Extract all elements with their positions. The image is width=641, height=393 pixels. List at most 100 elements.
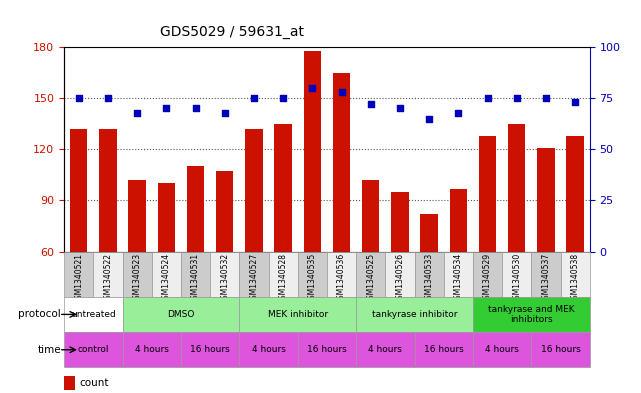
Point xyxy=(541,95,551,101)
Bar xyxy=(356,297,473,332)
Point xyxy=(161,105,171,112)
Bar xyxy=(567,136,584,252)
Text: time: time xyxy=(37,345,61,355)
Point xyxy=(483,95,493,101)
Bar xyxy=(64,252,94,297)
Text: 4 hours: 4 hours xyxy=(485,345,519,354)
Bar xyxy=(537,148,554,252)
Text: 16 hours: 16 hours xyxy=(424,345,463,354)
Bar xyxy=(64,376,74,390)
Text: GSM1340532: GSM1340532 xyxy=(221,253,229,304)
Point xyxy=(395,105,405,112)
Bar xyxy=(508,124,526,252)
Bar xyxy=(152,252,181,297)
Bar xyxy=(560,252,590,297)
Bar xyxy=(449,189,467,252)
Point xyxy=(190,105,201,112)
Text: GSM1340527: GSM1340527 xyxy=(249,253,258,304)
Bar xyxy=(64,332,122,367)
Bar xyxy=(415,252,444,297)
Text: GSM1340534: GSM1340534 xyxy=(454,253,463,304)
Text: DMSO: DMSO xyxy=(167,310,195,319)
Bar xyxy=(70,129,87,252)
Point xyxy=(249,95,259,101)
Point xyxy=(512,95,522,101)
Bar xyxy=(391,192,409,252)
Text: GSM1340535: GSM1340535 xyxy=(308,253,317,304)
Text: GSM1340522: GSM1340522 xyxy=(103,253,112,304)
Bar xyxy=(128,180,146,252)
Text: protocol: protocol xyxy=(18,309,61,320)
Bar xyxy=(502,252,531,297)
Text: GSM1340526: GSM1340526 xyxy=(395,253,404,304)
Bar xyxy=(385,252,415,297)
Bar xyxy=(274,124,292,252)
Text: GSM1340521: GSM1340521 xyxy=(74,253,83,304)
Bar xyxy=(473,332,531,367)
Bar xyxy=(297,332,356,367)
Text: GSM1340523: GSM1340523 xyxy=(133,253,142,304)
Bar xyxy=(122,252,152,297)
Bar xyxy=(473,297,590,332)
Bar xyxy=(420,214,438,252)
Bar xyxy=(356,252,385,297)
Bar xyxy=(122,332,181,367)
Text: GSM1340536: GSM1340536 xyxy=(337,253,346,304)
Text: 16 hours: 16 hours xyxy=(190,345,230,354)
Bar xyxy=(531,332,590,367)
Bar xyxy=(99,129,117,252)
Text: tankyrase and MEK
inhibitors: tankyrase and MEK inhibitors xyxy=(488,305,574,324)
Text: count: count xyxy=(80,378,110,388)
Bar xyxy=(181,252,210,297)
Bar xyxy=(239,252,269,297)
Text: GDS5029 / 59631_at: GDS5029 / 59631_at xyxy=(160,25,304,39)
Point xyxy=(278,95,288,101)
Text: 4 hours: 4 hours xyxy=(369,345,403,354)
Text: 4 hours: 4 hours xyxy=(251,345,285,354)
Text: 16 hours: 16 hours xyxy=(307,345,347,354)
Text: MEK inhibitor: MEK inhibitor xyxy=(268,310,328,319)
Text: GSM1340538: GSM1340538 xyxy=(570,253,579,304)
Bar xyxy=(239,297,356,332)
Point xyxy=(424,116,434,122)
Point xyxy=(307,85,317,91)
Text: GSM1340524: GSM1340524 xyxy=(162,253,171,304)
Bar xyxy=(333,73,350,252)
Text: GSM1340525: GSM1340525 xyxy=(366,253,375,304)
Text: GSM1340529: GSM1340529 xyxy=(483,253,492,304)
Bar xyxy=(415,332,473,367)
Text: GSM1340531: GSM1340531 xyxy=(191,253,200,304)
Bar xyxy=(64,297,122,332)
Point xyxy=(337,89,347,95)
Text: GSM1340530: GSM1340530 xyxy=(512,253,521,304)
Text: control: control xyxy=(78,345,109,354)
Text: tankyrase inhibitor: tankyrase inhibitor xyxy=(372,310,457,319)
Bar xyxy=(187,166,204,252)
Bar xyxy=(356,332,415,367)
Point xyxy=(365,101,376,108)
Bar xyxy=(362,180,379,252)
Point xyxy=(453,109,463,116)
Bar xyxy=(444,252,473,297)
Bar xyxy=(216,171,233,252)
Point xyxy=(132,109,142,116)
Bar xyxy=(239,332,297,367)
Text: untreated: untreated xyxy=(71,310,115,319)
Bar xyxy=(479,136,496,252)
Point xyxy=(570,99,580,105)
Text: GSM1340528: GSM1340528 xyxy=(279,253,288,304)
Bar xyxy=(269,252,297,297)
Text: 4 hours: 4 hours xyxy=(135,345,169,354)
Bar xyxy=(297,252,327,297)
Bar xyxy=(210,252,239,297)
Bar xyxy=(327,252,356,297)
Bar xyxy=(531,252,560,297)
Bar xyxy=(304,51,321,252)
Bar xyxy=(181,332,239,367)
Text: 16 hours: 16 hours xyxy=(540,345,580,354)
Bar xyxy=(158,184,175,252)
Text: GSM1340533: GSM1340533 xyxy=(424,253,433,304)
Bar xyxy=(94,252,122,297)
Bar xyxy=(473,252,502,297)
Text: GSM1340537: GSM1340537 xyxy=(542,253,551,304)
